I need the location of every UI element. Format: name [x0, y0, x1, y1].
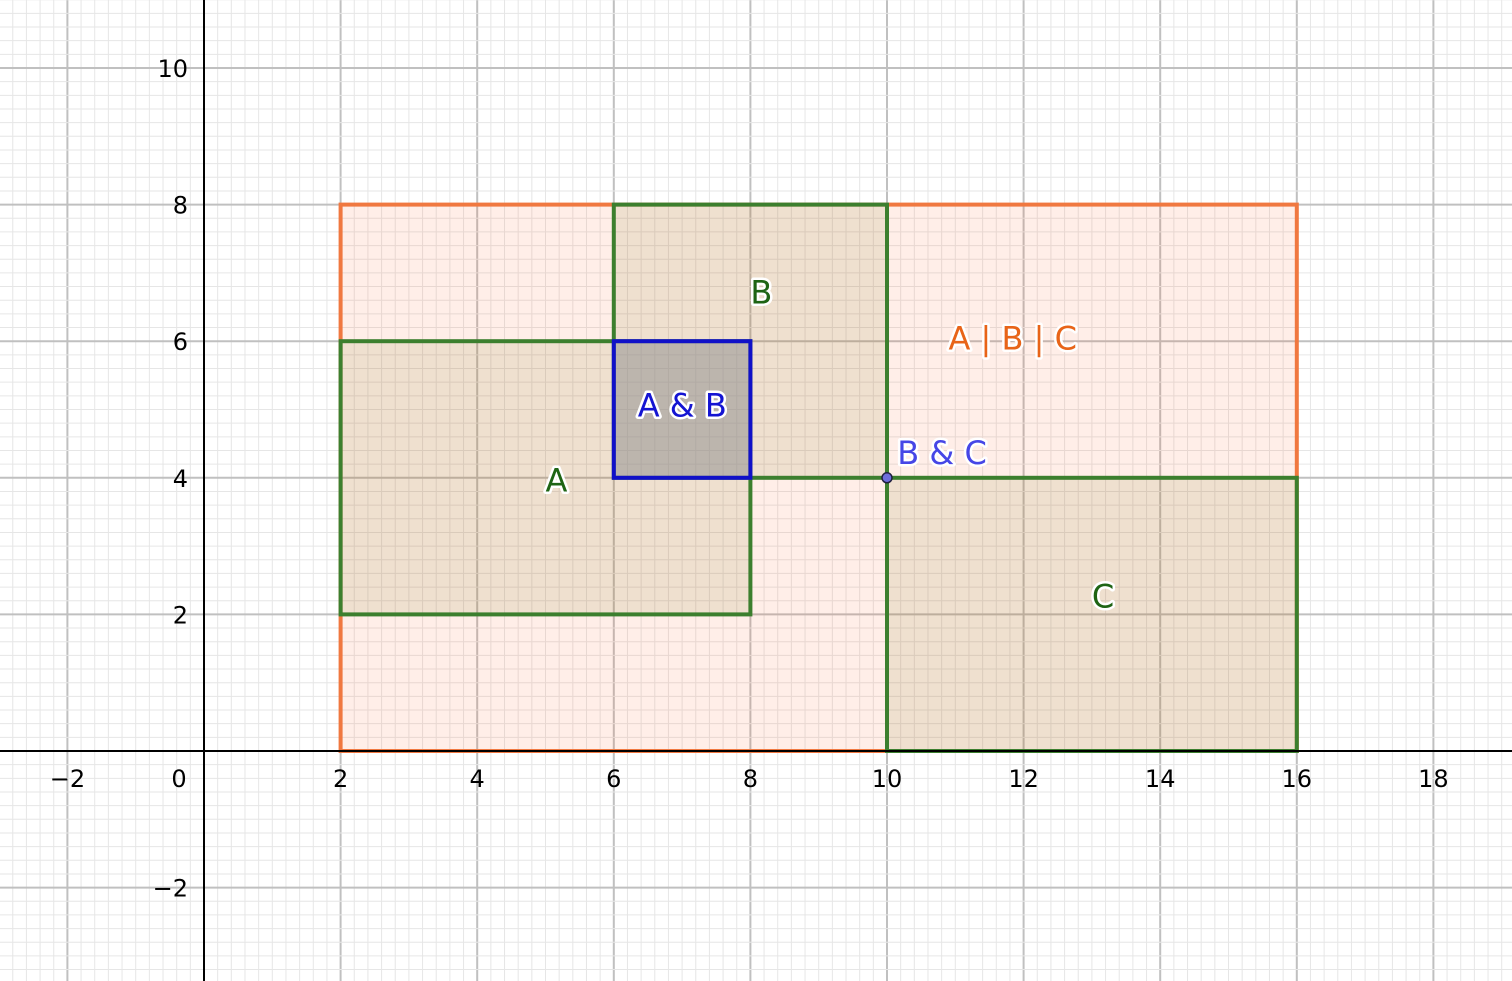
label-b-and-c: B & C: [897, 434, 987, 472]
x-tick-label: 14: [1145, 765, 1176, 793]
intersection-ab-rectangle[interactable]: [611, 339, 753, 480]
y-tick-label: 8: [173, 192, 188, 220]
x-tick-label: −2: [50, 765, 85, 793]
y-tick-label: −2: [153, 875, 188, 903]
x-tick-label: 2: [333, 765, 348, 793]
y-tick-label: 6: [173, 328, 188, 356]
y-tick-label: 2: [173, 601, 188, 629]
rectangle-c[interactable]: [885, 475, 1299, 753]
x-tick-label: 0: [171, 765, 186, 793]
x-tick-label: 18: [1418, 765, 1449, 793]
label-union: A | B | C: [948, 319, 1076, 357]
x-tick-label: 12: [1008, 765, 1039, 793]
intersection-bc-point[interactable]: [881, 472, 893, 484]
x-tick-label: 6: [606, 765, 621, 793]
y-tick-label: 10: [157, 55, 188, 83]
x-tick-label: 8: [743, 765, 758, 793]
label-c: C: [1092, 578, 1114, 616]
label-a-and-b: A & B: [638, 386, 727, 424]
x-tick-label: 16: [1282, 765, 1313, 793]
y-tick-label: 4: [173, 465, 188, 493]
x-tick-label: 4: [470, 765, 485, 793]
label-a: A: [546, 461, 568, 499]
label-b: B: [750, 274, 772, 312]
tick-labels: −2 0 2 4 6 8 10 12 14 16 18 −2 2 4 6 8 10: [50, 55, 1449, 903]
x-tick-label: 10: [872, 765, 903, 793]
